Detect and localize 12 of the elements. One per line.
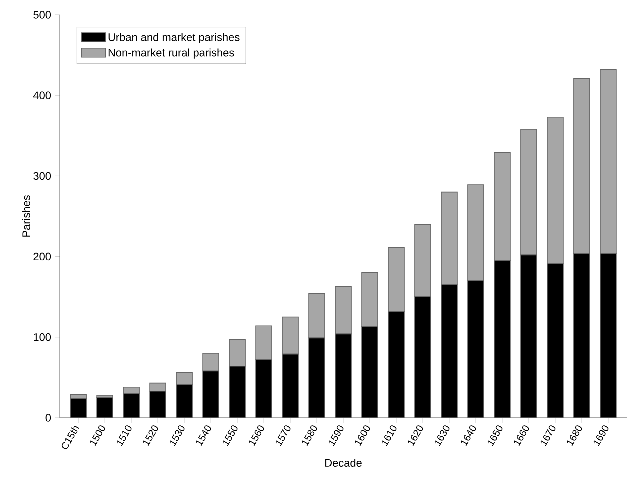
x-axis-title: Decade <box>326 458 362 467</box>
y-axis-title: Parishes <box>22 196 30 237</box>
bar <box>96 397 114 418</box>
y-tick-label: 0 <box>46 414 52 422</box>
y-tick-label: 100 <box>34 334 52 342</box>
legend-label: Non-market rural parishes <box>108 48 234 59</box>
legend-label: Urban and market parishes <box>108 33 240 44</box>
y-tick-label: 400 <box>33 92 52 100</box>
bar <box>70 398 87 418</box>
y-tick-label: 200 <box>34 252 52 261</box>
y-tick-label: 300 <box>34 172 52 180</box>
y-tick-label: 500 <box>34 11 52 19</box>
